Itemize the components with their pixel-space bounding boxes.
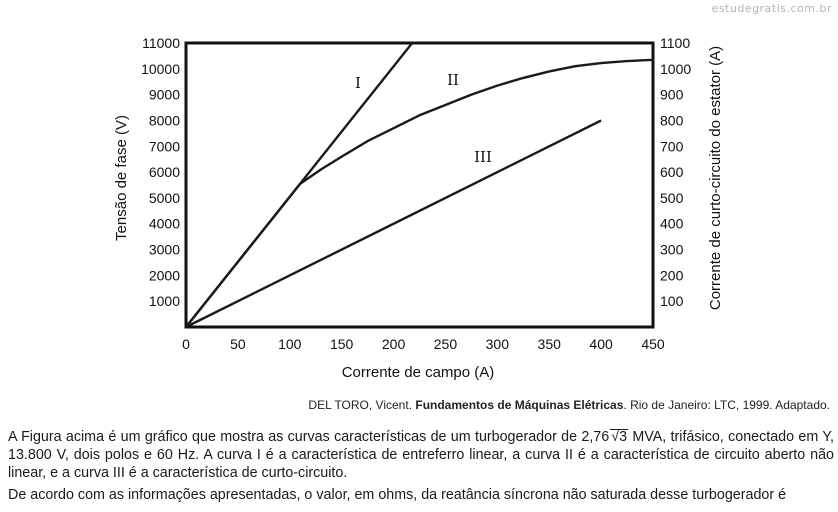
- x-tick-0: 0: [182, 336, 190, 352]
- y-left-tick-2: 3000: [149, 242, 180, 258]
- citation-title: Fundamentos de Máquinas Elétricas: [415, 398, 624, 412]
- y-left-tick-4: 5000: [149, 190, 180, 206]
- y-right-tick-10: 1100: [660, 35, 690, 51]
- y-left-tick-9: 10000: [141, 61, 180, 77]
- citation: DEL TORO, Vicent. Fundamentos de Máquina…: [308, 398, 830, 412]
- y-left-tick-6: 7000: [149, 138, 180, 154]
- y-left-tick-10: 11000: [142, 35, 180, 51]
- y-right-axis-label: Corrente de curto-circuito do estator (A…: [707, 46, 724, 310]
- problem-paragraph-1: A Figura acima é um gráfico que mostra a…: [8, 428, 834, 482]
- plot-frame: [184, 41, 655, 329]
- p1-after: MVA, trifásico, conectado em Y, 13.800 V…: [8, 429, 834, 481]
- p1-before: A Figura acima é um gráfico que mostra a…: [8, 429, 610, 445]
- characteristic-curves-chart: 0 50 100 150 200 250 300 350 400 450 1000 2000 3000…: [113, 35, 724, 381]
- sqrt-radicand: 3: [619, 429, 628, 445]
- y-left-axis-label: Tensão de fase (V): [113, 115, 130, 241]
- sqrt-3: √3: [610, 429, 629, 445]
- x-tick-4: 200: [382, 336, 406, 352]
- y-left-tick-3: 4000: [149, 216, 180, 232]
- curve-iii-label: III: [474, 148, 492, 166]
- y-right-tick-2: 300: [660, 242, 684, 258]
- curve-ii-line: [185, 58, 654, 328]
- y-right-tick-5: 600: [660, 164, 684, 180]
- y-left-tick-1: 2000: [149, 267, 180, 283]
- x-tick-1: 50: [230, 336, 246, 352]
- x-tick-6: 300: [486, 336, 510, 352]
- x-tick-8: 400: [589, 336, 613, 352]
- curve-i-label: I: [355, 74, 361, 92]
- watermark: estudegratis.com.br: [711, 2, 832, 15]
- x-tick-7: 350: [538, 336, 562, 352]
- citation-author: DEL TORO, Vicent.: [308, 398, 416, 412]
- y-right-tick-8: 900: [660, 87, 684, 103]
- x-tick-3: 150: [330, 336, 354, 352]
- y-right-tick-3: 400: [660, 216, 684, 232]
- problem-statement: A Figura acima é um gráfico que mostra a…: [8, 428, 834, 508]
- y-left-tick-0: 1000: [149, 293, 180, 309]
- x-axis-label: Corrente de campo (A): [342, 364, 495, 381]
- x-tick-9: 450: [641, 336, 665, 352]
- problem-paragraph-2: De acordo com as informações apresentada…: [8, 487, 787, 503]
- y-left-tick-5: 6000: [149, 164, 180, 180]
- y-right-tick-6: 700: [660, 138, 684, 154]
- y-right-tick-9: 1000: [660, 61, 691, 77]
- x-tick-2: 100: [278, 336, 302, 352]
- x-tick-5: 250: [434, 336, 458, 352]
- curve-ii-label: II: [447, 71, 459, 89]
- y-right-tick-7: 800: [660, 112, 684, 128]
- y-left-tick-8: 9000: [149, 87, 180, 103]
- y-right-tick-1: 200: [660, 267, 684, 283]
- curve-iii-line: [185, 119, 602, 329]
- citation-rest: . Rio de Janeiro: LTC, 1999. Adaptado.: [623, 398, 830, 412]
- y-left-tick-7: 8000: [149, 112, 180, 128]
- y-right-tick-4: 500: [660, 190, 684, 206]
- y-right-tick-0: 100: [660, 293, 684, 309]
